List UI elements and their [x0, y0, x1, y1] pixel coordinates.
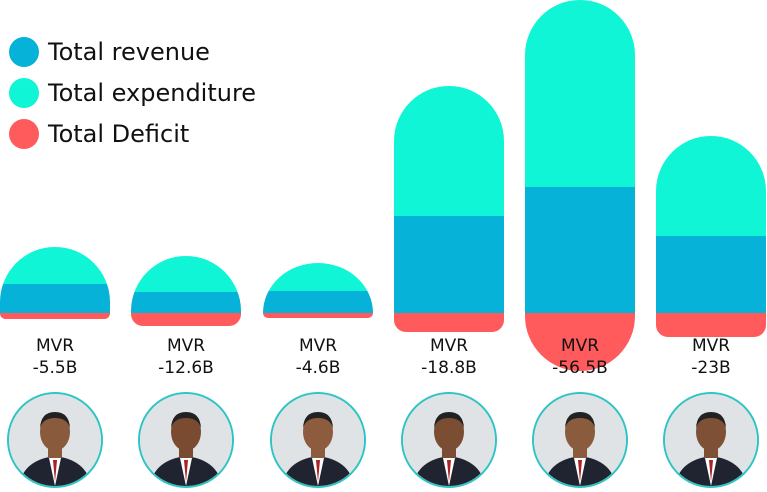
- revenue-swatch-icon: [9, 36, 39, 67]
- revenue-bar: [525, 187, 635, 313]
- person-icon: [9, 394, 101, 486]
- deficit-label: MVR -56.5B: [525, 335, 635, 379]
- deficit-bar: [131, 313, 241, 326]
- expenditure-swatch-icon: [9, 77, 39, 108]
- deficit-value: -4.6B: [295, 358, 341, 378]
- bar-stack: [525, 0, 635, 372]
- expenditure-bar: [394, 86, 504, 216]
- portrait-avatar: [532, 392, 628, 488]
- deficit-bar: [394, 313, 504, 333]
- currency-label: MVR: [166, 336, 206, 356]
- legend-item-deficit: Total Deficit: [9, 113, 256, 154]
- expenditure-bar: [131, 256, 241, 292]
- deficit-bar: [0, 313, 110, 319]
- deficit-label: MVR -4.6B: [263, 335, 373, 379]
- expenditure-bar: [656, 136, 766, 236]
- deficit-label: MVR -5.5B: [0, 335, 110, 379]
- revenue-bar: [131, 292, 241, 313]
- deficit-bar: [263, 313, 373, 318]
- deficit-value: -56.5B: [552, 358, 608, 378]
- deficit-label: MVR -12.6B: [131, 335, 241, 379]
- revenue-bar: [0, 284, 110, 313]
- portrait-avatar: [7, 392, 103, 488]
- expenditure-bar: [525, 0, 635, 187]
- deficit-value: -12.6B: [158, 358, 214, 378]
- portrait-avatar: [138, 392, 234, 488]
- legend-label: Total Deficit: [48, 119, 190, 148]
- deficit-label: MVR -18.8B: [394, 335, 504, 379]
- person-icon: [140, 394, 232, 486]
- deficit-label: MVR -23B: [656, 335, 766, 379]
- currency-label: MVR: [691, 336, 731, 356]
- bar-stack: [263, 263, 373, 318]
- deficit-value: -5.5B: [32, 358, 78, 378]
- deficit-bar: [525, 313, 635, 372]
- deficit-value: -23B: [691, 358, 731, 378]
- revenue-bar: [263, 291, 373, 313]
- legend-label: Total revenue: [48, 37, 210, 66]
- bar-stack: [656, 136, 766, 337]
- portrait-avatar: [270, 392, 366, 488]
- expenditure-bar: [263, 263, 373, 291]
- revenue-bar: [656, 236, 766, 313]
- person-icon: [403, 394, 495, 486]
- person-icon: [534, 394, 626, 486]
- deficit-bar: [656, 313, 766, 337]
- expenditure-bar: [0, 247, 110, 284]
- currency-label: MVR: [429, 336, 469, 356]
- legend-item-revenue: Total revenue: [9, 31, 256, 72]
- legend-item-expenditure: Total expenditure: [9, 72, 256, 113]
- legend: Total revenue Total expenditure Total De…: [9, 31, 256, 154]
- currency-label: MVR: [35, 336, 75, 356]
- currency-label: MVR: [560, 336, 600, 356]
- currency-label: MVR: [298, 336, 338, 356]
- person-icon: [665, 394, 757, 486]
- bar-stack: [0, 247, 110, 319]
- legend-label: Total expenditure: [48, 78, 257, 107]
- portrait-avatar: [401, 392, 497, 488]
- bar-stack: [394, 86, 504, 333]
- portrait-avatar: [663, 392, 759, 488]
- bar-stack: [131, 256, 241, 326]
- revenue-bar: [394, 216, 504, 313]
- deficit-swatch-icon: [9, 118, 39, 149]
- deficit-value: -18.8B: [421, 358, 477, 378]
- person-icon: [272, 394, 364, 486]
